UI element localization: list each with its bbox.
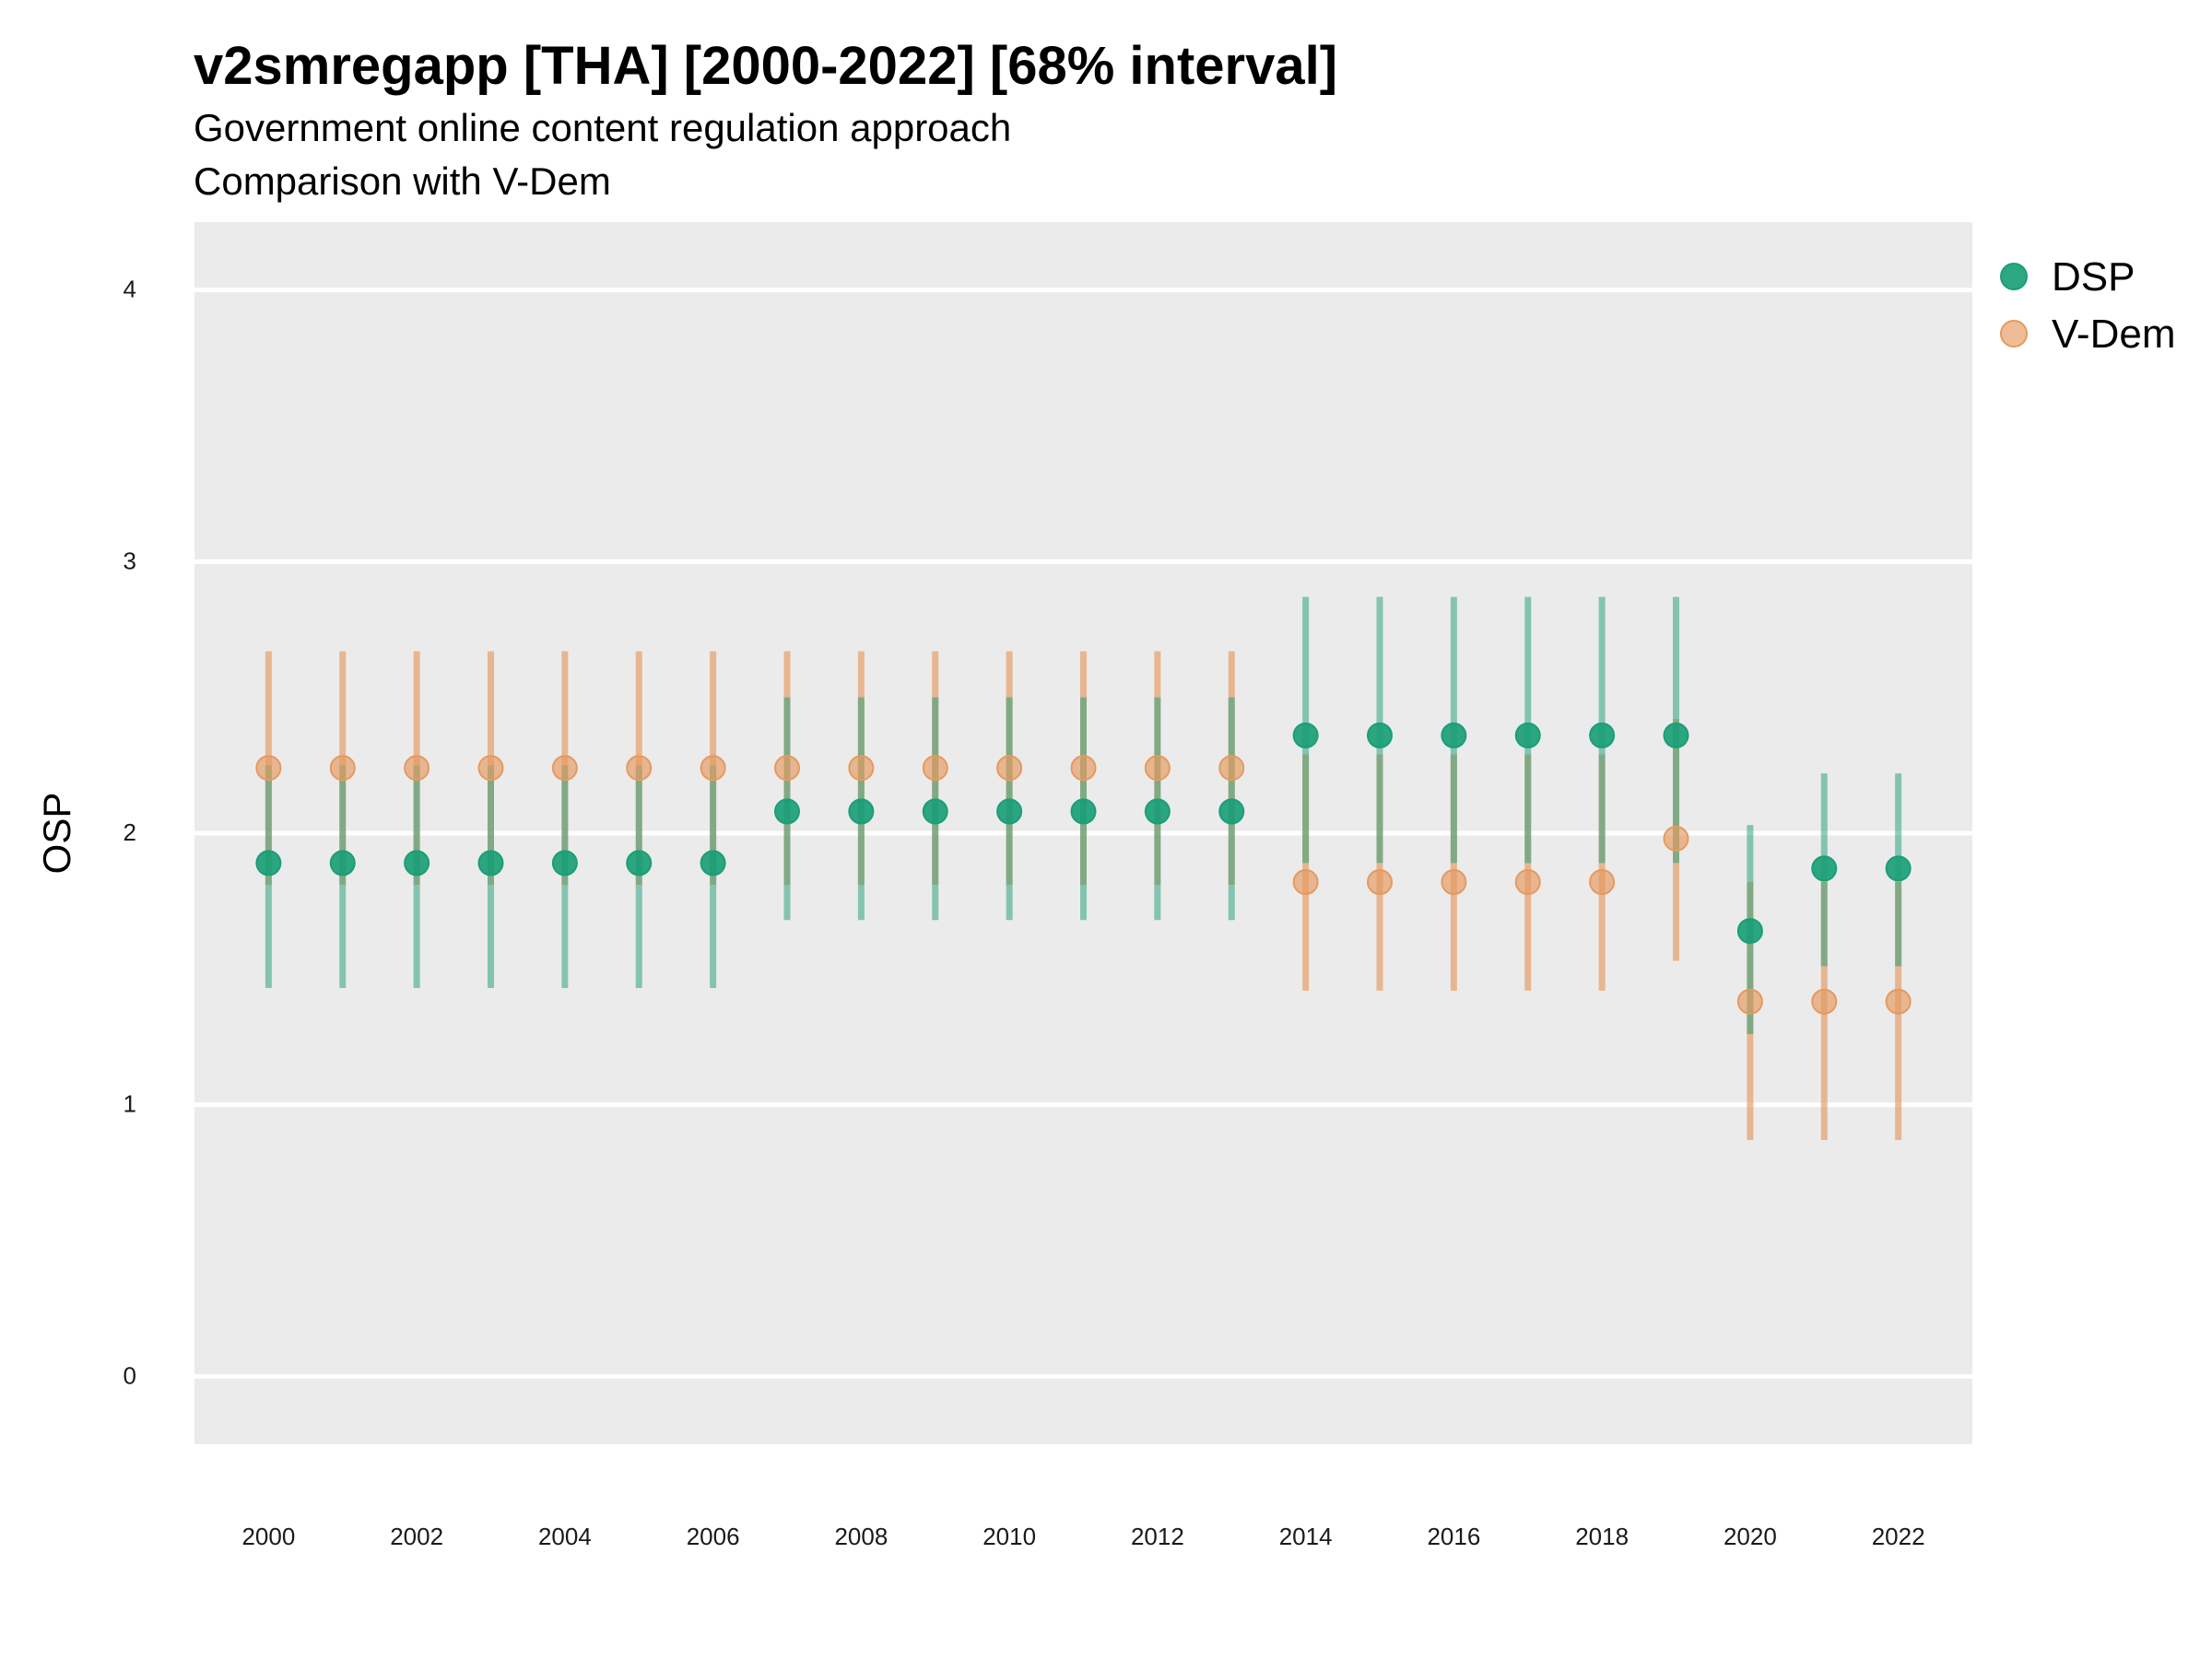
data-point: [774, 755, 800, 782]
data-point: [626, 850, 653, 877]
data-point: [700, 755, 726, 782]
data-point: [1811, 855, 1838, 882]
data-point: [1218, 798, 1245, 825]
data-point: [1070, 798, 1097, 825]
x-tick-label: 2012: [1131, 1523, 1184, 1550]
x-tick-label: 2006: [687, 1523, 740, 1550]
chart-title: v2smregapp [THA] [2000-2022] [68% interv…: [194, 36, 1338, 96]
data-point: [1218, 755, 1245, 782]
data-point: [477, 755, 504, 782]
x-tick-label: 2018: [1575, 1523, 1629, 1550]
data-point: [1144, 798, 1171, 825]
y-tick-label: 1: [124, 1090, 136, 1118]
data-point: [1663, 722, 1689, 748]
y-axis-label: OSP: [35, 793, 78, 875]
data-point: [329, 755, 356, 782]
x-tick-label: 2016: [1427, 1523, 1480, 1550]
chart-subtitle: Government online content regulation app…: [194, 106, 1012, 149]
data-point: [1663, 825, 1689, 852]
x-tick-label: 2008: [834, 1523, 888, 1550]
data-point: [700, 850, 726, 877]
data-point: [404, 850, 430, 877]
legend-label: DSP: [2052, 254, 2135, 300]
x-tick-label: 2002: [390, 1523, 443, 1550]
y-tick-label: 0: [124, 1361, 136, 1389]
data-point: [1070, 755, 1097, 782]
data-point: [1144, 755, 1171, 782]
data-point: [477, 850, 504, 877]
x-tick-label: 2010: [982, 1523, 1036, 1550]
data-point: [996, 755, 1023, 782]
data-point: [1292, 722, 1319, 748]
data-point: [774, 798, 800, 825]
data-point: [1367, 722, 1393, 748]
data-point: [255, 850, 282, 877]
data-point: [1441, 869, 1467, 896]
chart-subtitle-comparison: Comparison with V-Dem: [194, 159, 611, 203]
data-point: [922, 755, 948, 782]
data-point: [329, 850, 356, 877]
data-point: [1589, 722, 1616, 748]
data-point: [1736, 918, 1763, 945]
data-point: [848, 798, 875, 825]
data-point: [1736, 988, 1763, 1015]
data-point: [1514, 722, 1541, 748]
x-tick-label: 2014: [1279, 1523, 1333, 1550]
x-tick-label: 2022: [1872, 1523, 1925, 1550]
data-point: [551, 850, 578, 877]
data-point: [1811, 988, 1838, 1015]
x-tick-label: 2000: [241, 1523, 295, 1550]
legend: DSP V-Dem: [2000, 254, 2175, 357]
legend-key: [2000, 320, 2028, 347]
y-tick-label: 4: [124, 276, 136, 303]
data-point: [996, 798, 1023, 825]
y-tick-label: 2: [124, 818, 136, 846]
data-point: [1885, 855, 1912, 882]
data-point: [1514, 869, 1541, 896]
data-point: [404, 755, 430, 782]
data-point: [1292, 869, 1319, 896]
x-tick-label: 2004: [538, 1523, 592, 1550]
legend-label: V-Dem: [2052, 312, 2175, 357]
data-point: [626, 755, 653, 782]
data-point: [255, 755, 282, 782]
data-point: [848, 755, 875, 782]
data-point: [1589, 869, 1616, 896]
data-point: [551, 755, 578, 782]
data-point: [1885, 988, 1912, 1015]
data-point: [1441, 722, 1467, 748]
data-point: [922, 798, 948, 825]
data-point: [1367, 869, 1393, 896]
points-vdem: [255, 755, 1912, 1015]
legend-key: [2000, 263, 2028, 290]
y-tick-label: 3: [124, 547, 136, 574]
x-tick-label: 2020: [1724, 1523, 1777, 1550]
points-dsp: [255, 722, 1912, 945]
